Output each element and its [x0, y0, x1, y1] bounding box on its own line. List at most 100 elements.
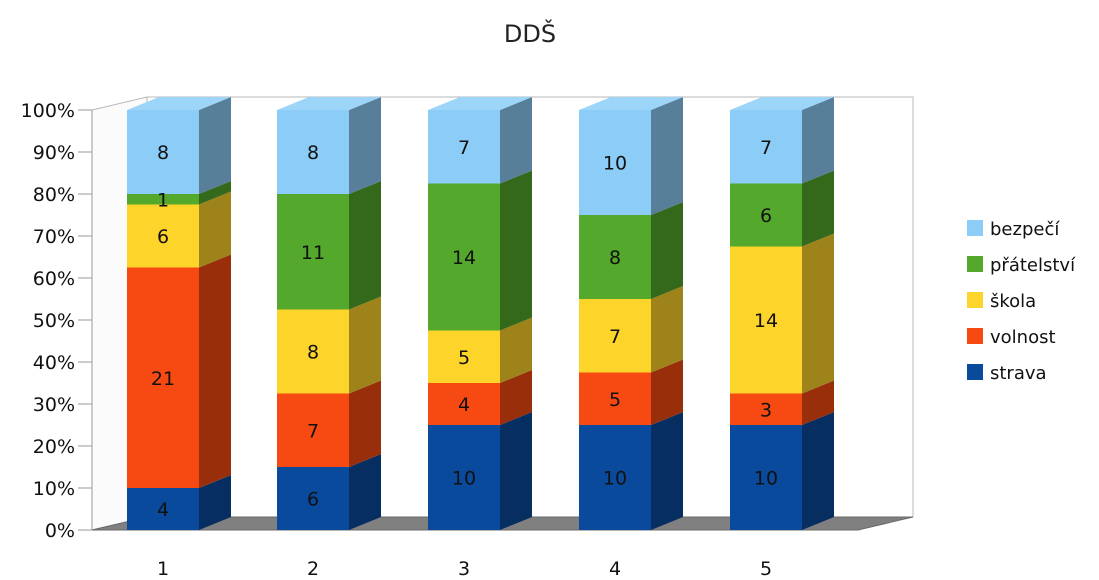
- bar-segment: [127, 181, 231, 205]
- data-label: 10: [754, 468, 778, 490]
- bar-top: [277, 97, 381, 110]
- data-label: 10: [452, 468, 476, 490]
- x-tick-label: 5: [760, 558, 772, 580]
- bar-front: [127, 267, 199, 488]
- data-label: 8: [609, 247, 621, 269]
- legend-swatch: [967, 292, 983, 308]
- bar-segment: [277, 97, 381, 194]
- legend-swatch: [967, 364, 983, 380]
- bar-segment: [730, 170, 834, 247]
- legend-item: přátelství: [967, 255, 1076, 276]
- bar-segment: [579, 286, 683, 373]
- y-tick-label: 30%: [33, 394, 75, 416]
- data-label: 14: [754, 310, 778, 332]
- bar-front: [428, 183, 500, 331]
- data-label: 3: [760, 399, 772, 421]
- bar-front: [277, 194, 349, 310]
- legend-item: škola: [967, 291, 1036, 312]
- legend-label: škola: [990, 291, 1036, 312]
- bar-front: [127, 204, 199, 268]
- bar-segment: [127, 191, 231, 268]
- bar-front: [579, 425, 651, 530]
- data-label: 4: [157, 499, 169, 521]
- x-tick-label: 3: [458, 558, 470, 580]
- bar-side: [802, 97, 834, 184]
- bar-segment: [127, 97, 231, 194]
- legend-label: volnost: [990, 327, 1056, 348]
- bar-front: [579, 215, 651, 299]
- data-label: 14: [452, 247, 476, 269]
- bar-side: [802, 380, 834, 425]
- bar-side: [199, 191, 231, 268]
- bar-side: [349, 296, 381, 394]
- bar-segment: [277, 181, 381, 310]
- data-label: 7: [307, 420, 319, 442]
- bar-side: [349, 380, 381, 467]
- bar-front: [730, 425, 802, 530]
- data-label: 1: [157, 189, 169, 211]
- bar-side: [500, 412, 532, 530]
- y-axis: 0% 10% 20% 30% 40% 50% 60% 70% 80% 90% 100%: [21, 100, 93, 542]
- bar-front: [277, 467, 349, 530]
- data-label: 4: [458, 394, 470, 416]
- data-label: 5: [458, 347, 470, 369]
- bar-front: [579, 110, 651, 215]
- data-label: 10: [603, 153, 627, 175]
- bar-front: [730, 246, 802, 394]
- legend-swatch: [967, 220, 983, 236]
- bar-front: [277, 110, 349, 194]
- data-label: 8: [157, 142, 169, 164]
- bar-side: [651, 286, 683, 373]
- bar-front: [127, 110, 199, 194]
- data-label: 6: [157, 226, 169, 248]
- x-axis: 1 2 3 4 5: [157, 558, 772, 580]
- legend-label: strava: [990, 363, 1047, 384]
- bar-segment: [277, 380, 381, 467]
- bar-side: [349, 97, 381, 194]
- y-tick-label: 80%: [33, 184, 75, 206]
- bar-segment: [428, 317, 532, 383]
- bar-top: [579, 97, 683, 110]
- bar-segment: [730, 412, 834, 530]
- bar-side: [802, 233, 834, 394]
- bar-side: [349, 454, 381, 530]
- bar-segment: [579, 202, 683, 299]
- y-tick-label: 0%: [45, 520, 75, 542]
- bar-front: [730, 393, 802, 425]
- bar-front: [428, 383, 500, 425]
- bar-side: [802, 170, 834, 247]
- chart-title: DDŠ: [504, 18, 556, 48]
- y-tick-label: 10%: [33, 478, 75, 500]
- data-label: 7: [458, 137, 470, 159]
- x-tick-label: 2: [307, 558, 319, 580]
- bar-side: [199, 475, 231, 530]
- bar-segment: [428, 170, 532, 331]
- legend-label: bezpečí: [990, 219, 1060, 240]
- bar-front: [277, 393, 349, 467]
- bar-segment: [579, 97, 683, 215]
- x-tick-label: 1: [157, 558, 169, 580]
- bar-side: [802, 412, 834, 530]
- bar-side: [500, 370, 532, 425]
- bar-segment: [730, 380, 834, 425]
- bar-segment: [730, 97, 834, 184]
- bar-top: [730, 97, 834, 110]
- data-label: 11: [301, 242, 325, 264]
- y-tick-label: 50%: [33, 310, 75, 332]
- bar-front: [127, 194, 199, 205]
- x-tick-label: 4: [609, 558, 621, 580]
- legend-label: přátelství: [990, 255, 1076, 276]
- y-tick-label: 90%: [33, 142, 75, 164]
- data-label: 5: [609, 389, 621, 411]
- data-labels: 4 21 6 1 8 6 7 8 11 8 10 4 5 14 7 10 5 7 8 10 10 3 14 6 7: [151, 137, 778, 521]
- bar-top: [127, 97, 231, 110]
- bar-segment: [579, 359, 683, 425]
- bar-front: [428, 425, 500, 530]
- bar-side: [199, 254, 231, 488]
- data-label: 8: [307, 142, 319, 164]
- bars: [127, 97, 834, 530]
- data-label: 7: [760, 137, 772, 159]
- bar-segment: [730, 233, 834, 394]
- data-label: 21: [151, 368, 175, 390]
